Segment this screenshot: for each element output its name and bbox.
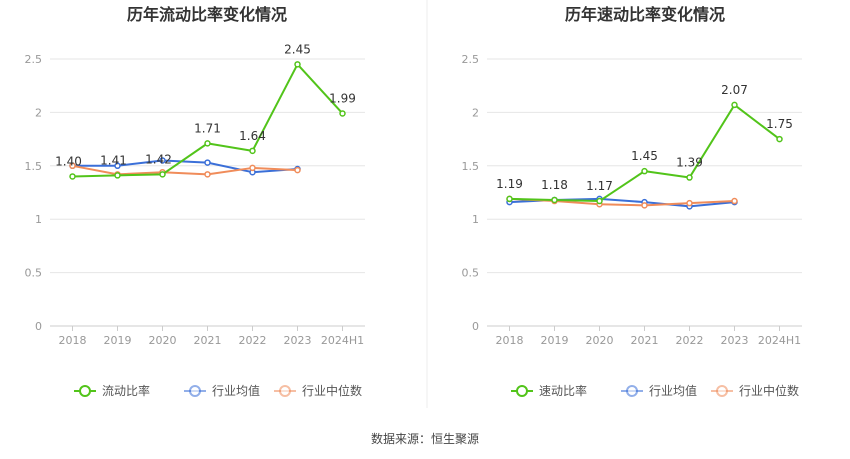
y-tick-label: 1 — [35, 213, 42, 226]
series-line-industry_median — [72, 164, 298, 176]
legend-swatch-marker — [189, 385, 201, 397]
data-point-industry_median — [641, 202, 648, 209]
chart-title: 历年流动比率变化情况 — [127, 5, 287, 24]
y-tick-label: 2.5 — [462, 53, 480, 66]
legend-swatch-marker — [516, 385, 528, 397]
y-tick-label: 1.5 — [25, 160, 43, 173]
data-label: 1.42 — [145, 152, 172, 166]
x-tick-label: 2020 — [149, 334, 177, 347]
x-tick-label: 2021 — [631, 334, 659, 347]
x-tick-label: 2022 — [676, 334, 704, 347]
data-point-industry_median — [731, 197, 738, 205]
data-point-company — [339, 110, 346, 117]
x-tick-label: 2019 — [104, 334, 132, 347]
series-line-industry_avg — [72, 159, 298, 174]
legend-swatch-marker — [626, 385, 638, 397]
data-point-industry_median — [294, 166, 301, 174]
data-point-industry_median — [249, 164, 256, 172]
x-tick-label: 2023 — [721, 334, 749, 347]
legend-label: 行业中位数 — [739, 383, 799, 398]
data-label: 1.64 — [239, 129, 266, 143]
data-label: 1.19 — [496, 177, 523, 191]
x-tick-label: 2020 — [586, 334, 614, 347]
y-tick-label: 2 — [35, 106, 42, 119]
data-label: 1.45 — [631, 149, 658, 163]
data-point-company — [204, 140, 211, 147]
y-tick-label: 0 — [35, 320, 42, 333]
y-tick-label: 0.5 — [25, 267, 43, 280]
x-tick-label: 2024H1 — [758, 334, 801, 347]
legend-item-industry_avg: 行业均值 — [184, 383, 260, 398]
legend-item-industry_median: 行业中位数 — [711, 383, 799, 398]
x-tick-label: 2023 — [284, 334, 312, 347]
y-tick-label: 2.5 — [25, 53, 43, 66]
x-tick-label: 2018 — [59, 334, 87, 347]
y-tick-label: 0 — [472, 320, 479, 333]
data-point-industry_median — [204, 171, 211, 178]
data-point-industry_median — [69, 162, 76, 170]
x-tick-label: 2021 — [194, 334, 222, 347]
legend-swatch-marker — [716, 385, 728, 397]
chart-1: 历年流动比率变化情况 0 0.5 1 1.5 2 2.5 2018 2019 2020 2021 20… — [25, 5, 365, 398]
chart-title: 历年速动比率变化情况 — [565, 5, 725, 24]
data-source-note: 数据来源：恒生聚源 — [370, 432, 479, 446]
chart-2: 历年速动比率变化情况 0 0.5 1 1.5 2 2.5 2018 2019 2020 2021 20… — [462, 5, 802, 398]
data-label: 1.18 — [541, 178, 568, 192]
legend-swatch-marker — [279, 385, 291, 397]
legend-item-industry_avg: 行业均值 — [621, 383, 697, 398]
data-point-company — [686, 174, 693, 181]
data-point-company — [551, 196, 558, 204]
data-label: 1.71 — [194, 121, 221, 135]
legend-swatch-marker — [79, 385, 91, 397]
legend-item-industry_median: 行业中位数 — [274, 383, 362, 398]
data-point-company — [249, 147, 256, 155]
data-point-company — [69, 173, 76, 180]
data-label: 2.45 — [284, 42, 311, 56]
y-tick-label: 2 — [472, 106, 479, 119]
data-label: 1.99 — [329, 91, 356, 105]
data-label: 1.41 — [100, 153, 127, 167]
data-point-industry_avg — [114, 162, 121, 170]
data-point-company — [159, 171, 166, 178]
x-tick-label: 2019 — [541, 334, 569, 347]
x-tick-label: 2018 — [496, 334, 524, 347]
legend-label: 行业均值 — [649, 383, 697, 398]
legend-label: 速动比率 — [539, 383, 587, 398]
data-label: 1.39 — [676, 156, 703, 170]
data-label: 2.07 — [721, 83, 748, 97]
data-point-industry_median — [686, 199, 693, 207]
data-point-industry_avg — [204, 159, 211, 166]
legend-item-company: 速动比率 — [511, 383, 587, 398]
y-tick-label: 1.5 — [462, 160, 480, 173]
x-tick-label: 2024H1 — [321, 334, 364, 347]
legend-label: 流动比率 — [102, 383, 150, 398]
data-point-company — [776, 135, 783, 143]
data-point-company — [114, 172, 121, 179]
data-point-company — [641, 167, 648, 175]
x-tick-label: 2022 — [239, 334, 267, 347]
data-point-industry_avg — [159, 157, 166, 164]
data-point-company — [506, 195, 513, 203]
legend-label: 行业中位数 — [302, 383, 362, 398]
legend-label: 行业均值 — [212, 383, 260, 398]
y-tick-label: 0.5 — [462, 267, 480, 280]
data-point-company — [731, 101, 738, 109]
data-label: 1.17 — [586, 179, 613, 193]
data-point-company — [596, 197, 603, 205]
data-label: 1.75 — [766, 117, 793, 131]
legend-item-company: 流动比率 — [74, 383, 150, 398]
y-tick-label: 1 — [472, 213, 479, 226]
data-label: 1.40 — [55, 154, 82, 168]
data-point-company — [294, 61, 301, 68]
